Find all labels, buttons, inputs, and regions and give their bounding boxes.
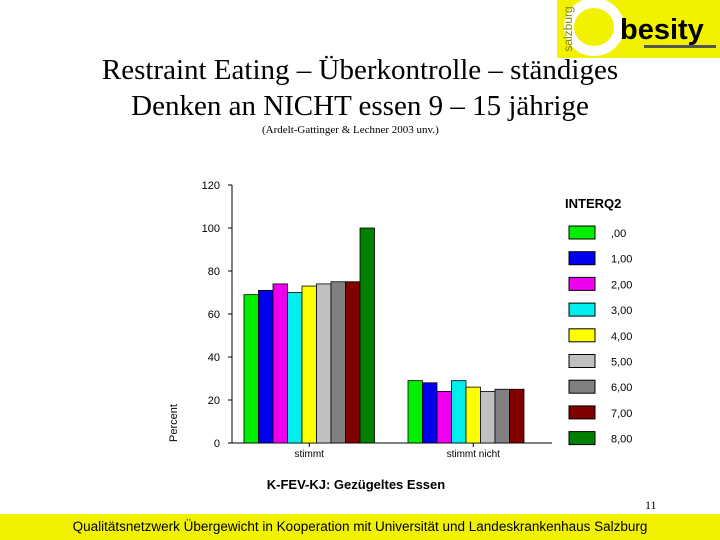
legend-swatch bbox=[568, 405, 596, 420]
legend-label: ,00 bbox=[611, 228, 626, 240]
legend-swatch bbox=[568, 379, 596, 394]
legend-swatch bbox=[568, 225, 596, 240]
bar bbox=[330, 281, 346, 444]
bar bbox=[316, 283, 332, 444]
y-tick-label: 100 bbox=[202, 223, 220, 235]
x-tick-label: stimmt bbox=[295, 449, 325, 460]
legend-label: 8,00 bbox=[611, 434, 632, 446]
slide-title: Restraint Eating – Überkontrolle – ständ… bbox=[0, 52, 720, 124]
legend-label: 1,00 bbox=[611, 254, 632, 266]
logo-underline bbox=[644, 45, 716, 48]
title-line-1: Restraint Eating – Überkontrolle – ständ… bbox=[101, 54, 619, 86]
bar bbox=[494, 388, 510, 444]
bar bbox=[407, 380, 423, 444]
logo-main-text: besity bbox=[620, 14, 704, 46]
bar bbox=[301, 285, 317, 444]
bar bbox=[509, 388, 525, 444]
bar bbox=[465, 386, 481, 444]
y-tick-label: 80 bbox=[208, 266, 220, 278]
bar bbox=[359, 227, 375, 444]
legend-label: 6,00 bbox=[611, 382, 632, 394]
legend-label: 5,00 bbox=[611, 357, 632, 369]
chart-bars bbox=[243, 227, 525, 444]
footer-text: Qualitätsnetzwerk Übergewicht in Koopera… bbox=[72, 519, 648, 534]
y-axis-title: Percent bbox=[168, 404, 180, 442]
page-number: 11 bbox=[645, 498, 657, 512]
footer-bar: Qualitätsnetzwerk Übergewicht in Koopera… bbox=[0, 514, 720, 540]
bar bbox=[272, 283, 288, 444]
legend-title: INTERQ2 bbox=[565, 196, 621, 211]
legend-label: 3,00 bbox=[611, 305, 632, 317]
x-axis-title: K-FEV-KJ: Gezügeltes Essen bbox=[267, 477, 445, 492]
legend-swatch bbox=[568, 302, 596, 317]
y-tick-label: 0 bbox=[214, 438, 220, 450]
bar bbox=[480, 390, 496, 444]
logo-side-text: salzburg bbox=[561, 6, 575, 51]
legend-swatch bbox=[568, 276, 596, 291]
bar bbox=[451, 380, 467, 444]
y-tick-label: 60 bbox=[208, 309, 220, 321]
obesity-logo: salzburg besity bbox=[557, 0, 720, 58]
legend-label: 2,00 bbox=[611, 279, 632, 291]
bar bbox=[345, 281, 361, 444]
x-tick-label: stimmt nicht bbox=[447, 449, 501, 460]
legend-swatch bbox=[568, 251, 596, 266]
legend-label: 7,00 bbox=[611, 408, 632, 420]
bar bbox=[258, 289, 274, 444]
legend-swatch bbox=[568, 354, 596, 368]
title-line-2: Denken an NICHT essen 9 – 15 jährige bbox=[131, 90, 589, 122]
logo-ring bbox=[564, 0, 624, 56]
legend-swatch bbox=[568, 328, 596, 343]
y-tick-label: 20 bbox=[208, 395, 220, 407]
y-tick-label: 120 bbox=[202, 180, 220, 192]
bar bbox=[287, 292, 303, 444]
chart-legend: INTERQ2 ,00 1,00 2,00 3,00 4,00 5,00 6,00 7,00 8,… bbox=[565, 196, 632, 446]
legend-swatch bbox=[568, 431, 596, 446]
bar bbox=[436, 390, 452, 444]
legend-label: 4,00 bbox=[611, 331, 632, 343]
bar bbox=[243, 294, 259, 444]
y-tick-label: 40 bbox=[208, 352, 220, 364]
citation: (Ardelt-Gattinger & Lechner 2003 unv.) bbox=[262, 124, 439, 136]
bar bbox=[422, 382, 438, 444]
